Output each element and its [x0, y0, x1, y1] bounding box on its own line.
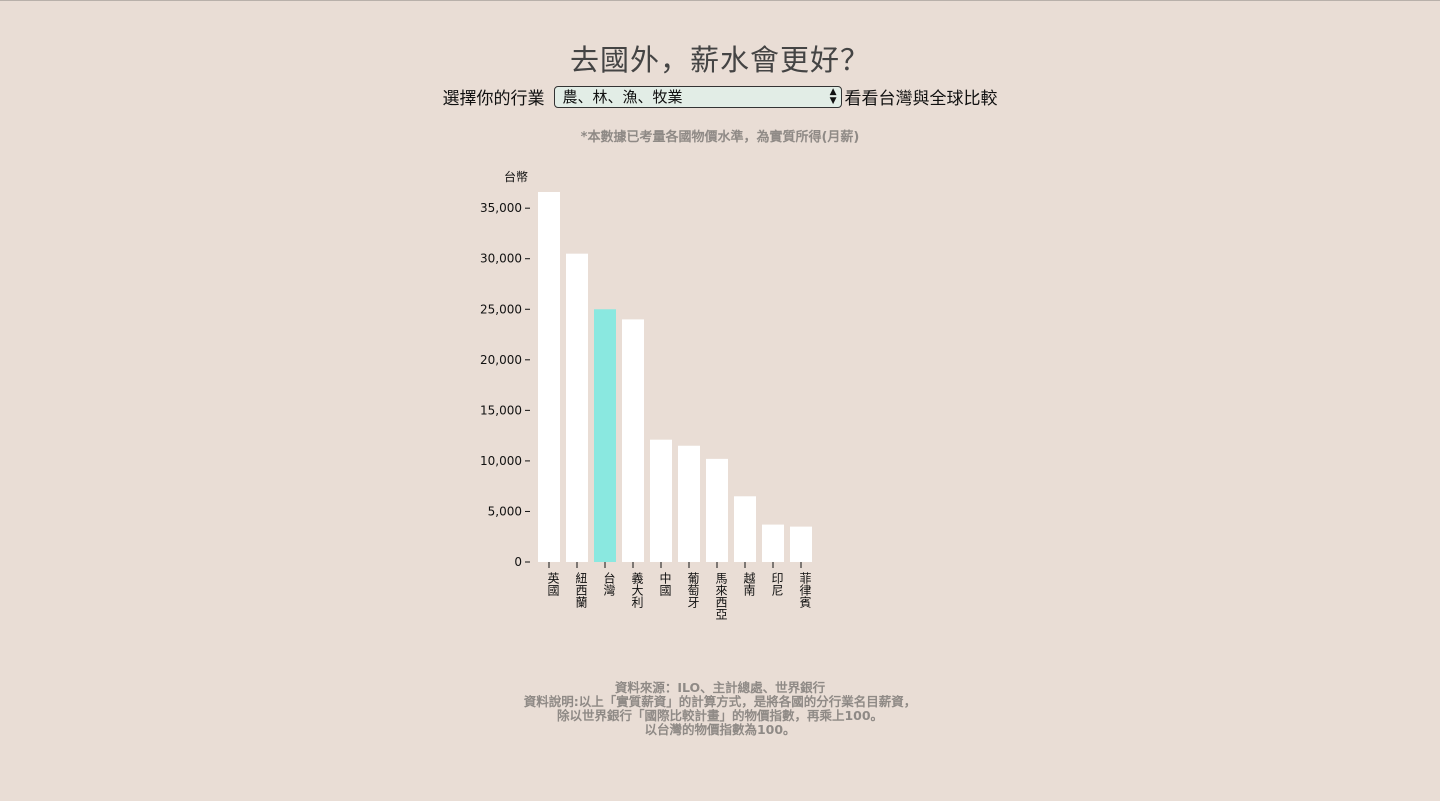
bar: [650, 439, 672, 562]
bar: [706, 458, 728, 562]
footer-line: 以台灣的物價指數為100。: [644, 722, 796, 737]
bar: [622, 319, 644, 562]
select-suffix-label: 看看台灣與全球比較: [844, 89, 998, 109]
select-arrows-icon: ▲ ▼: [829, 86, 837, 106]
industry-select-value: 農、林、漁、牧業: [562, 88, 683, 106]
data-note: *本數據已考量各國物價水準，為實質所得(月薪): [580, 130, 860, 145]
x-tick-label: 葡萄牙: [686, 572, 700, 608]
footer-line: 資料來源：ILO、主計總處、世界銀行: [614, 680, 826, 695]
y-tick-label: 5,000: [488, 504, 522, 518]
y-tick-label: 30,000: [480, 252, 522, 266]
y-tick-label: 35,000: [480, 201, 522, 215]
y-tick-label: 25,000: [480, 302, 522, 316]
footer-notes: 資料來源：ILO、主計總處、世界銀行 資料說明:以上「實質薪資」的計算方式，是將…: [0, 681, 1440, 737]
industry-selector-row: 選擇你的行業 農、林、漁、牧業 ▲ ▼ 看看台灣與全球比較: [0, 84, 1440, 109]
x-tick-label: 紐西蘭: [574, 572, 588, 608]
y-tick-label: 0: [514, 555, 522, 569]
x-tick-label: 台灣: [602, 571, 616, 597]
bar: [566, 253, 588, 562]
y-tick-label: 20,000: [480, 353, 522, 367]
bar: [734, 496, 756, 562]
x-tick-label: 中國: [658, 571, 672, 596]
page-title: 去國外，薪水會更好？: [569, 43, 870, 77]
x-tick-label: 義大利: [630, 571, 644, 608]
x-tick-label: 菲律賓: [798, 572, 812, 608]
x-tick-label: 印尼: [770, 572, 784, 596]
x-tick-label: 馬來西亞: [714, 572, 728, 620]
footer-line: 除以世界銀行「國際比較計畫」的物價指數，再乘上100。: [556, 708, 884, 723]
select-prefix-label: 選擇你的行業: [442, 89, 545, 109]
y-axis-label: 台幣: [504, 169, 528, 184]
bar: [594, 309, 616, 562]
x-tick-label: 英國: [546, 572, 560, 596]
bar: [678, 445, 700, 562]
bar: [762, 524, 784, 562]
x-tick-label: 越南: [742, 572, 756, 596]
footer-line: 資料說明:以上「實質薪資」的計算方式，是將各國的分行業名目薪資，: [523, 694, 917, 709]
bar: [538, 192, 560, 562]
bar: [790, 526, 812, 562]
y-tick-label: 15,000: [480, 403, 522, 417]
y-tick-label: 10,000: [480, 454, 522, 468]
industry-select[interactable]: 農、林、漁、牧業 ▲ ▼: [553, 85, 842, 108]
